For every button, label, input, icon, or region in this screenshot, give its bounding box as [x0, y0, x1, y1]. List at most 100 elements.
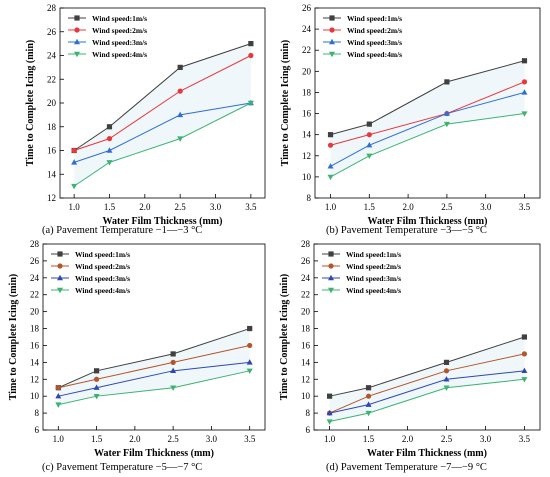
data-point	[93, 384, 100, 390]
series-line-1	[58, 328, 250, 389]
data-point	[443, 385, 450, 391]
y-tick-label: 12	[301, 374, 310, 384]
y-tick-label: 26	[47, 27, 57, 37]
data-point	[177, 64, 183, 70]
legend-label: Wind speed:1m/s	[75, 250, 130, 259]
x-tick-label: 3.5	[245, 202, 257, 212]
legend-marker	[328, 287, 334, 294]
panel-caption: (d) Pavement Temperature −7—−9 °C	[326, 462, 487, 473]
data-point	[521, 334, 528, 340]
data-point	[521, 111, 528, 117]
plot-frame	[313, 243, 541, 431]
legend-label: Wind speed:2m/s	[346, 262, 401, 271]
data-point	[106, 160, 113, 166]
chart-panel-b: 1.0 1.5 2.0 2.5 3.0 3.5 8 10 12 14 16 18 20 22 24 26 Wat…	[280, 3, 541, 236]
data-point	[366, 153, 373, 159]
y-tick-label: 28	[30, 239, 40, 249]
data-point	[177, 111, 184, 118]
x-tick-label: 3.5	[244, 434, 256, 444]
data-point	[327, 174, 334, 181]
data-point	[365, 410, 372, 417]
y-tick-label: 14	[301, 357, 311, 367]
legend-marker	[328, 263, 334, 269]
legend-marker	[329, 51, 335, 58]
data-point	[55, 385, 61, 391]
y-axis-title: Time to Complete Icing (min)	[280, 40, 291, 166]
x-tick-label: 1.0	[53, 434, 65, 444]
legend-marker	[57, 274, 63, 281]
y-tick-label: 6	[35, 425, 40, 435]
y-tick-label: 16	[301, 340, 311, 350]
y-tick-label: 14	[302, 130, 312, 140]
x-tick-label: 3.0	[206, 434, 218, 444]
data-point	[326, 409, 333, 416]
data-point	[106, 136, 113, 142]
legend-marker	[57, 251, 63, 257]
legend-label: Wind speed:3m/s	[346, 274, 401, 283]
y-tick-label: 20	[301, 307, 311, 317]
data-point	[170, 367, 177, 374]
data-point	[366, 121, 372, 127]
legend-label: Wind speed:1m/s	[347, 14, 402, 23]
data-point	[443, 376, 450, 382]
data-point	[326, 393, 333, 399]
y-tick-label: 28	[47, 3, 57, 13]
data-point	[327, 142, 334, 148]
x-tick-label: 3.5	[519, 202, 531, 212]
data-point	[248, 52, 254, 59]
legend-marker	[74, 15, 80, 21]
data-point	[521, 89, 528, 95]
x-tick-label: 1.0	[324, 434, 336, 444]
series-line-1	[330, 60, 525, 136]
series-line-3	[329, 370, 525, 414]
data-point	[246, 368, 253, 375]
panel-caption: (a) Pavement Temperature −1—−3 °C	[42, 225, 202, 236]
data-point	[521, 351, 528, 357]
y-tick-label: 16	[302, 109, 312, 119]
x-tick-label: 1.0	[325, 202, 337, 212]
y-tick-label: 16	[47, 146, 57, 156]
x-axis-title: Water Film Thickness (mm)	[103, 216, 223, 227]
y-tick-label: 24	[30, 273, 40, 283]
series-line-4	[330, 113, 525, 178]
legend-label: Wind speed:2m/s	[92, 26, 147, 35]
data-point	[93, 393, 100, 400]
legend-marker	[74, 27, 80, 33]
series-line-1	[73, 43, 252, 151]
series-line-1	[329, 336, 525, 397]
y-tick-label: 8	[35, 408, 40, 418]
data-point	[521, 79, 528, 85]
series-line-2	[58, 344, 250, 389]
y-tick-label: 22	[302, 45, 311, 55]
data-point	[366, 142, 373, 148]
data-point	[443, 368, 450, 374]
legend-marker	[57, 287, 63, 294]
data-point	[443, 110, 450, 116]
data-point	[248, 41, 254, 47]
y-tick-label: 26	[301, 256, 311, 266]
data-point	[365, 385, 372, 391]
y-tick-label: 24	[47, 51, 57, 61]
data-point	[170, 385, 177, 391]
data-point	[247, 100, 254, 107]
x-axis-title: Water Film Thickness (mm)	[368, 216, 488, 227]
data-point	[71, 159, 78, 165]
legend-label: Wind speed:2m/s	[75, 262, 130, 271]
data-point	[93, 376, 100, 382]
series-line-3	[73, 102, 251, 163]
x-tick-label: 1.5	[91, 434, 103, 444]
y-tick-label: 8	[307, 193, 312, 203]
x-tick-label: 1.5	[364, 202, 376, 212]
x-tick-label: 2.5	[175, 202, 187, 212]
legend-marker	[74, 38, 80, 45]
data-point	[246, 359, 253, 365]
plot-frame	[314, 7, 541, 199]
y-tick-label: 8	[306, 408, 311, 418]
y-tick-label: 24	[302, 24, 312, 34]
series-band	[329, 337, 525, 422]
y-tick-label: 22	[30, 290, 39, 300]
x-tick-label: 2.0	[129, 434, 141, 444]
legend-label: Wind speed:1m/s	[346, 250, 401, 259]
legend-marker	[74, 51, 80, 58]
x-tick-label: 2.5	[168, 434, 180, 444]
